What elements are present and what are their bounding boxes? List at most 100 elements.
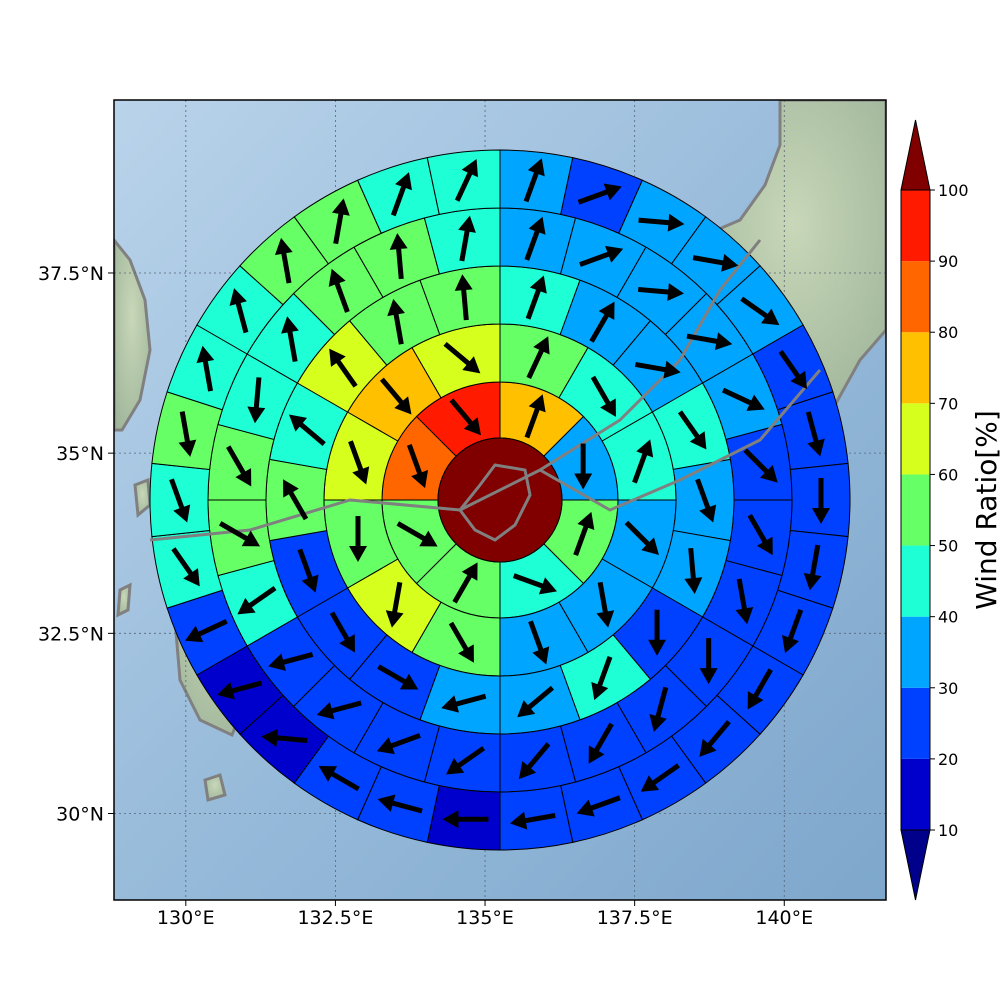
wind-arrow [288,414,326,446]
colorbar-bin [901,403,930,475]
wind-arrow [274,237,293,284]
wind-arrow [229,288,249,334]
wind-arrow [449,398,481,436]
land-island-sw [116,582,132,618]
wind-arrow [588,722,614,764]
colorbar-tick-label: 50 [938,537,958,556]
colorbar-tick-label: 20 [938,750,958,769]
wind-arrow [677,410,707,450]
colorbar-frame [900,189,931,831]
wind-arrow [261,728,308,747]
center-cell [437,437,563,563]
wind-arrow [389,233,408,280]
colorbar-bin [901,687,930,759]
y-axis: 30°N 32.5°N 35°N 37.5°N [38,263,114,826]
wind-arrow [377,664,419,690]
wind-arrow [528,620,550,665]
wind-arrow [782,609,804,654]
wind-arrow [328,268,350,313]
wind-arrow [169,478,191,523]
wind-arrow [376,733,421,755]
wind-arrow [196,345,215,392]
wind-arrow [390,172,412,217]
colorbar-tick-label: 100 [938,181,969,200]
wind-arrow [454,159,478,202]
wind-arrow [458,215,476,262]
wind-arrow [281,316,299,362]
wind-arrow [237,585,277,615]
wind-arrow [634,360,681,379]
wind-arrow [406,444,429,489]
wind-arrow [805,411,825,457]
wind-arrow [574,443,593,490]
wind-arrow [226,445,252,487]
wind-arrow [637,283,685,302]
y-tick-label: 32.5°N [38,623,104,645]
wind-arrow [517,685,555,718]
y-tick-label: 37.5°N [38,263,104,285]
colorbar-tick-label: 40 [938,608,958,627]
wind-arrow [509,811,556,830]
wind-arrow [735,578,754,625]
colorbar-tick-label: 10 [938,821,958,840]
coastline-overlay [149,239,822,542]
wind-arrow [171,547,200,587]
wind-arrow [218,521,261,547]
colorbar-tick-label: 90 [938,252,958,271]
wind-arrow [743,448,778,483]
wind-arrow [803,544,822,591]
wind-arrow [692,253,739,272]
wind-arrow [185,618,228,643]
colorbar-tick-label: 60 [938,465,958,484]
wind-arrow [684,547,703,595]
wind-arrow [454,274,473,321]
y-tick-label: 30°N [56,804,104,826]
colorbar-bin [901,545,930,617]
wind-arrow [747,514,773,556]
wind-arrow [638,213,685,232]
wind-arrow [385,581,404,628]
wind-arrow [648,609,667,656]
wind-arrow [699,638,718,685]
wind-arrow [349,516,368,563]
wind-arrow [747,668,773,710]
colorbar-bin [901,190,930,262]
wind-arrow [596,581,615,628]
wind-arrow [590,375,616,417]
polar-grid [149,149,851,851]
wind-arrow [329,348,358,388]
colorbar-bin [901,332,930,404]
wind-arrow [283,479,309,521]
wind-arrow [316,700,362,720]
colorbar-bin [901,261,930,333]
map-border [113,99,887,901]
wind-arrow [524,394,546,439]
colorbar: 10 20 30 40 50 60 70 80 90 100 Wind Ratio[%] [900,119,1000,901]
wind-arrow [740,296,780,326]
wind-arrow [576,795,621,817]
wind-arrow [573,511,595,556]
wind-arrow [297,548,319,593]
x-tick-label: 140°E [755,907,813,929]
colorbar-tick-label: 70 [938,394,958,413]
wind-arrow [178,411,197,457]
colorbar-tick-label: 30 [938,679,958,698]
wind-arrow [446,746,486,775]
wind-arrow [332,198,350,245]
x-axis: 130°E 132.5°E 135°E 137.5°E 140°E [157,900,813,929]
wind-arrow [526,336,550,380]
y-tick-label: 35°N [56,443,104,465]
wind-arrow [448,621,474,663]
colorbar-tick-label: 80 [938,323,958,342]
colorbar-bin [901,616,930,688]
wind-arrow [591,656,613,701]
wind-arrow [649,686,669,732]
wind-arrow [699,720,731,757]
wind-arrow [525,275,547,320]
wind-arrow [217,680,263,700]
wind-arrow [452,562,478,604]
wind-arrow [695,478,717,523]
wind-arrow [523,158,545,203]
wind-arrow [577,183,622,205]
wind-arrow [387,298,405,345]
